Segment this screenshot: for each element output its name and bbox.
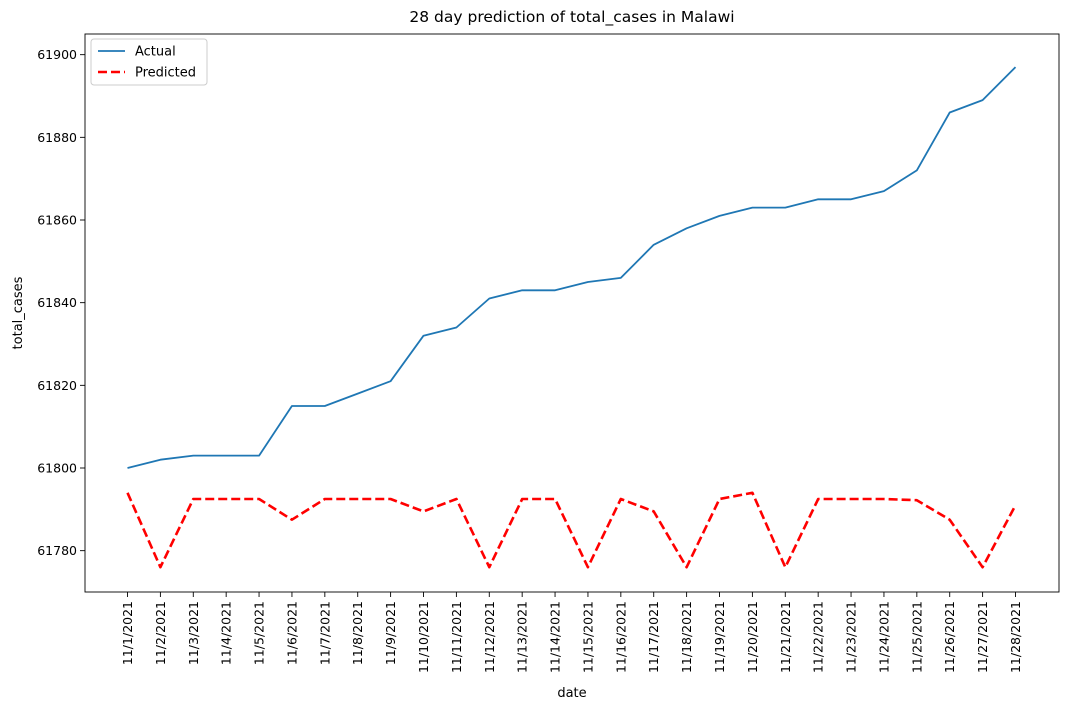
x-tick-label: 11/4/2021 xyxy=(219,601,234,665)
x-tick-label: 11/1/2021 xyxy=(120,601,135,665)
x-tick-label: 11/17/2021 xyxy=(646,601,661,673)
y-tick-label: 61840 xyxy=(37,295,77,310)
x-tick-label: 11/12/2021 xyxy=(482,601,497,673)
x-tick-label: 11/24/2021 xyxy=(876,601,891,673)
x-tick-label: 11/18/2021 xyxy=(679,601,694,673)
x-tick-label: 11/2/2021 xyxy=(153,601,168,665)
chart-title: 28 day prediction of total_cases in Mala… xyxy=(409,8,734,27)
legend: Actual Predicted xyxy=(90,38,208,86)
x-tick-label: 11/9/2021 xyxy=(383,601,398,665)
plot-area: 61780 61800 61820 61840 61860 61880 61900 11/1/… xyxy=(37,33,1060,673)
series-line-actual xyxy=(127,66,1017,469)
axes-frame xyxy=(84,33,1060,593)
x-tick-label: 11/8/2021 xyxy=(350,601,365,665)
x-tick-label: 11/11/2021 xyxy=(449,601,464,673)
x-tick-label: 11/23/2021 xyxy=(844,601,859,673)
legend-label-predicted: Predicted xyxy=(135,66,196,81)
y-tick-label: 61880 xyxy=(37,130,77,145)
x-tick-label: 11/5/2021 xyxy=(252,601,267,665)
y-tick-label: 61780 xyxy=(37,543,77,558)
legend-label-actual: Actual xyxy=(135,45,176,60)
y-axis-label: total_cases xyxy=(11,276,26,349)
y-tick-label: 61860 xyxy=(37,213,77,228)
x-tick-label: 11/25/2021 xyxy=(909,601,924,673)
x-tick-label: 11/16/2021 xyxy=(613,601,628,673)
x-tick-label: 11/22/2021 xyxy=(811,601,826,673)
y-tick-label: 61900 xyxy=(37,47,77,62)
x-tick-label: 11/21/2021 xyxy=(778,601,793,673)
series-line-predicted xyxy=(126,491,1017,569)
x-tick-label: 11/14/2021 xyxy=(548,601,563,673)
x-tick-label: 11/10/2021 xyxy=(416,601,431,673)
y-tick-label: 61820 xyxy=(37,378,77,393)
x-tick-label: 11/3/2021 xyxy=(186,601,201,665)
x-axis-label: date xyxy=(557,686,586,701)
x-tick-label: 11/7/2021 xyxy=(317,601,332,665)
x-tick-label: 11/15/2021 xyxy=(580,601,595,673)
x-tick-label: 11/13/2021 xyxy=(515,601,530,673)
x-tick-label: 11/20/2021 xyxy=(745,601,760,673)
x-tick-label: 11/6/2021 xyxy=(284,601,299,665)
x-tick-label: 11/19/2021 xyxy=(712,601,727,673)
x-tick-label: 11/26/2021 xyxy=(942,601,957,673)
x-tick-label: 11/27/2021 xyxy=(975,601,990,673)
y-tick-label: 61800 xyxy=(37,461,77,476)
x-tick-label: 11/28/2021 xyxy=(1008,601,1023,673)
